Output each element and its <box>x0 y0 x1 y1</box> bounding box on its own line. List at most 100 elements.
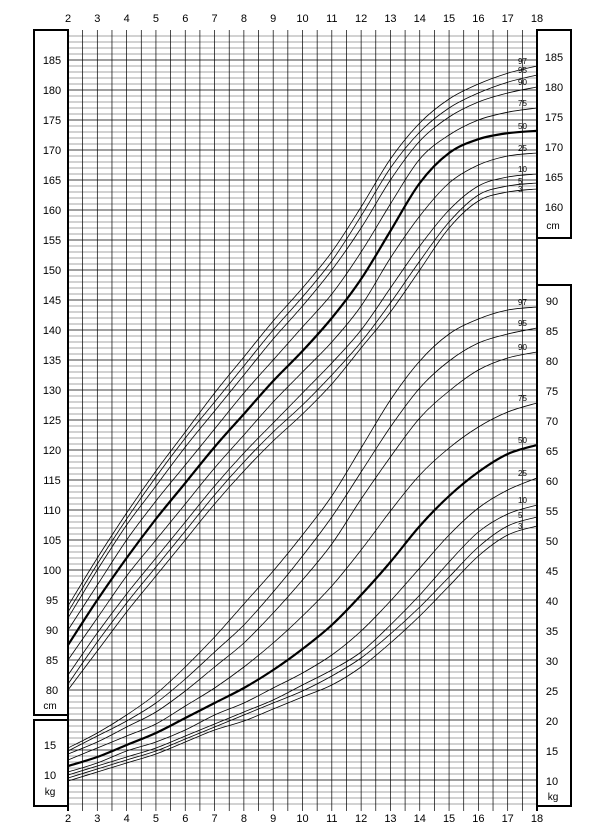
weight-percentile-label: 97 <box>518 298 527 307</box>
weight-tick-label-right: 10 <box>546 776 558 788</box>
weight-percentile-label: 50 <box>518 436 527 445</box>
weight-tick-label-right: 85 <box>546 326 558 338</box>
height-tick-label-left: 95 <box>46 595 58 607</box>
height-tick-label-left: 140 <box>43 325 61 337</box>
weight-tick-label-right: 55 <box>546 506 558 518</box>
height-tick-label-left: 125 <box>43 415 61 427</box>
weight-curve-p50 <box>67 443 538 768</box>
x-tick-label: 17 <box>502 813 514 824</box>
height-percentile-label: 95 <box>518 66 527 75</box>
weight-tick-label-right: 30 <box>546 656 558 668</box>
x-tick-label: 2 <box>65 13 71 25</box>
height-tick-label-left: 155 <box>43 235 61 247</box>
x-tick-label: 16 <box>472 13 484 25</box>
x-tick-label: 6 <box>182 813 188 824</box>
x-tick-label: 17 <box>502 13 514 25</box>
x-tick-label: 18 <box>531 813 543 824</box>
weight-tick-label-right: 60 <box>546 476 558 488</box>
weight-percentile-label: 10 <box>518 496 527 505</box>
weight-percentile-label: 25 <box>518 469 527 478</box>
weight-tick-label-right: 65 <box>546 446 558 458</box>
height-tick-label-left: 175 <box>43 115 61 127</box>
height-tick-label-left: 85 <box>46 655 58 667</box>
left-height-axis-box <box>33 29 69 716</box>
height-tick-label-left: 90 <box>46 625 58 637</box>
height-curve-p10 <box>67 173 538 676</box>
height-percentile-label: 25 <box>518 144 527 153</box>
weight-curve-p3 <box>67 525 538 782</box>
height-percentile-label: 10 <box>518 165 527 174</box>
height-curve-p90 <box>67 86 538 619</box>
height-tick-label-left: 100 <box>43 565 61 577</box>
x-tick-label: 14 <box>414 813 426 824</box>
chart-grid <box>67 30 538 811</box>
height-tick-label-left: 180 <box>43 85 61 97</box>
height-tick-label-left: 165 <box>43 175 61 187</box>
weight-curve-p10 <box>67 504 538 776</box>
height-tick-label-left: 110 <box>43 505 61 517</box>
weight-curve-p95 <box>67 327 538 752</box>
weight-tick-label-left: 15 <box>44 740 56 752</box>
x-tick-label: 12 <box>355 813 367 824</box>
x-tick-label: 10 <box>296 813 308 824</box>
x-tick-label: 3 <box>94 13 100 25</box>
height-curve-p75 <box>67 107 538 631</box>
height-tick-label-left: 185 <box>43 55 61 67</box>
weight-tick-label-right: 50 <box>546 536 558 548</box>
weight-tick-label-right: 75 <box>546 386 558 398</box>
weight-tick-label-right: 45 <box>546 566 558 578</box>
weight-percentile-label: 5 <box>518 511 523 520</box>
height-curve-p5 <box>67 182 538 685</box>
weight-curve-p5 <box>67 516 538 779</box>
height-tick-label-right: 170 <box>545 142 563 154</box>
height-tick-label-right: 165 <box>545 172 563 184</box>
weight-tick-label-right: 25 <box>546 686 558 698</box>
x-tick-label: 4 <box>124 13 130 25</box>
height-percentile-label: 3 <box>518 185 523 194</box>
height-tick-label-left: 115 <box>43 475 61 487</box>
height-tick-label-left: 130 <box>43 385 61 397</box>
weight-curve-p97 <box>67 306 538 749</box>
x-tick-label: 10 <box>296 13 308 25</box>
weight-percentile-label: 95 <box>518 319 527 328</box>
height-tick-label-right: 185 <box>545 52 563 64</box>
x-tick-label: 7 <box>212 13 218 25</box>
x-tick-label: 15 <box>443 13 455 25</box>
height-tick-label-left: 150 <box>43 265 61 277</box>
x-tick-label: 15 <box>443 813 455 824</box>
height-percentile-label: 97 <box>518 57 527 66</box>
x-tick-label: 7 <box>212 813 218 824</box>
x-tick-label: 11 <box>326 813 337 824</box>
height-curve-p50 <box>67 129 538 646</box>
weight-tick-label-right: 35 <box>546 626 558 638</box>
height-tick-label-left: 160 <box>43 205 61 217</box>
weight-curve-p75 <box>67 402 538 761</box>
height-tick-label-right: 180 <box>545 82 563 94</box>
weight-percentile-label: 3 <box>518 522 523 531</box>
x-tick-label: 18 <box>531 13 543 25</box>
axis-frames <box>33 29 572 811</box>
x-tick-label: 9 <box>270 813 276 824</box>
height-percentile-label: 75 <box>518 99 527 108</box>
percentile-curves <box>67 65 538 782</box>
weight-curve-p25 <box>67 477 538 773</box>
x-tick-label: 2 <box>65 813 71 824</box>
weight-tick-label-right: 70 <box>546 416 558 428</box>
weight-tick-label-right: 80 <box>546 356 558 368</box>
weight-tick-label-right: 90 <box>546 296 558 308</box>
x-tick-label: 8 <box>241 813 247 824</box>
x-tick-label: 13 <box>384 813 396 824</box>
axis-labels: 3510255075909597351025507590959722334455… <box>43 13 563 824</box>
weight-curve-p90 <box>67 351 538 755</box>
x-tick-label: 13 <box>384 13 396 25</box>
height-tick-label-right: 175 <box>545 112 563 124</box>
x-tick-label: 8 <box>241 13 247 25</box>
height-tick-label-right: 160 <box>545 202 563 214</box>
height-tick-label-left: 170 <box>43 145 61 157</box>
x-tick-label: 5 <box>153 13 159 25</box>
height-tick-label-left: 145 <box>43 295 61 307</box>
height-tick-label-left: 120 <box>43 445 61 457</box>
x-tick-label: 16 <box>472 813 484 824</box>
height-percentile-label: 50 <box>518 122 527 131</box>
